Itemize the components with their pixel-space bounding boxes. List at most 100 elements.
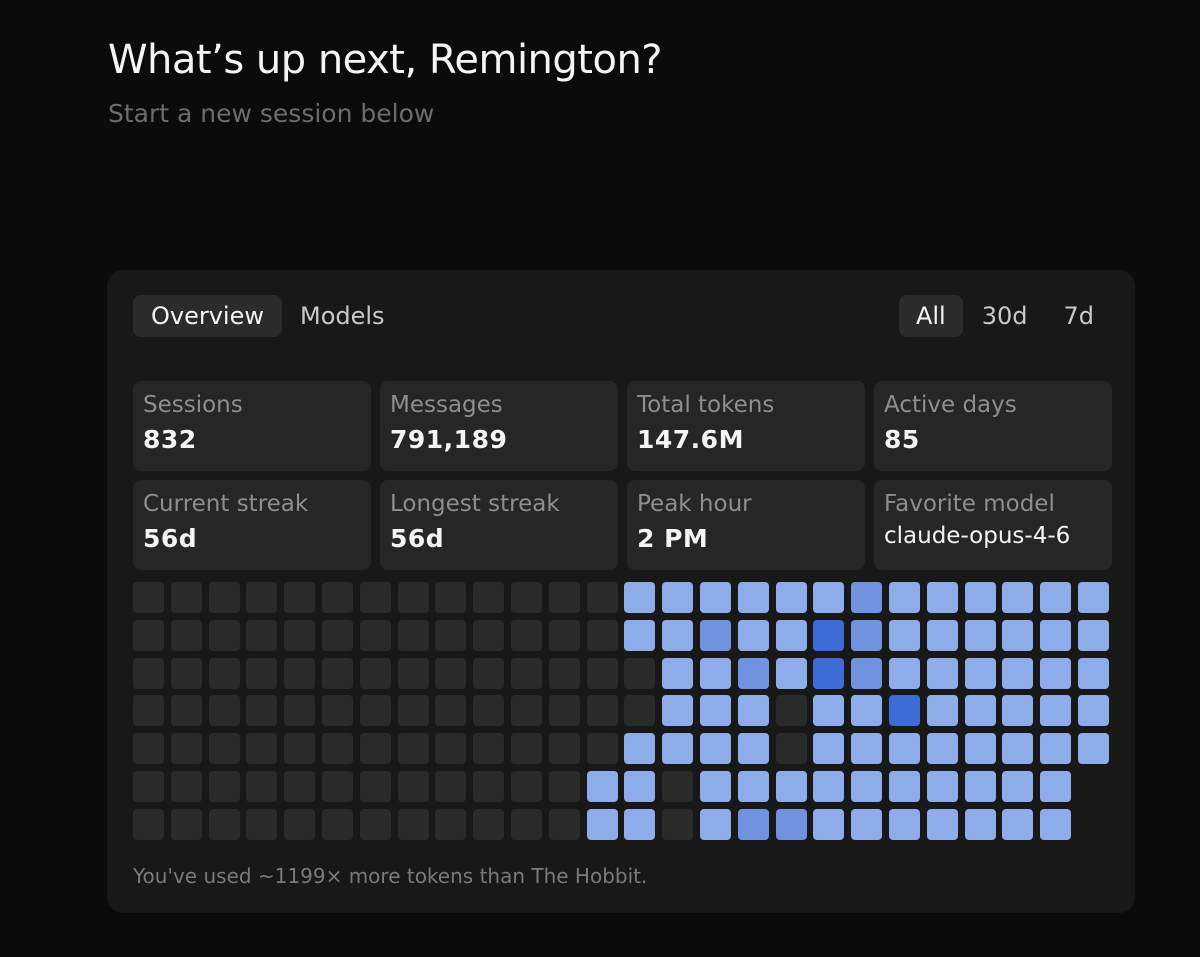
heatmap-cell[interactable] (927, 695, 958, 726)
heatmap-cell[interactable] (1040, 582, 1071, 613)
heatmap-cell[interactable] (776, 695, 807, 726)
heatmap-cell[interactable] (700, 582, 731, 613)
heatmap-cell[interactable] (662, 695, 693, 726)
heatmap-cell[interactable] (360, 809, 391, 840)
heatmap-cell[interactable] (322, 582, 353, 613)
heatmap-cell[interactable] (813, 771, 844, 802)
heatmap-cell[interactable] (1078, 658, 1109, 689)
heatmap-cell[interactable] (927, 809, 958, 840)
heatmap-cell[interactable] (209, 809, 240, 840)
range-7d[interactable]: 7d (1063, 302, 1094, 330)
heatmap-cell[interactable] (246, 771, 277, 802)
heatmap-cell[interactable] (1002, 658, 1033, 689)
heatmap-cell[interactable] (171, 582, 202, 613)
heatmap-cell[interactable] (133, 658, 164, 689)
heatmap-cell[interactable] (322, 620, 353, 651)
heatmap-cell[interactable] (284, 658, 315, 689)
heatmap-cell[interactable] (511, 620, 542, 651)
heatmap-cell[interactable] (284, 809, 315, 840)
heatmap-cell[interactable] (473, 733, 504, 764)
heatmap-cell[interactable] (889, 620, 920, 651)
heatmap-cell[interactable] (624, 695, 655, 726)
heatmap-cell[interactable] (473, 582, 504, 613)
heatmap-cell[interactable] (1078, 695, 1109, 726)
heatmap-cell[interactable] (700, 658, 731, 689)
heatmap-cell[interactable] (889, 582, 920, 613)
heatmap-cell[interactable] (246, 809, 277, 840)
heatmap-cell[interactable] (398, 809, 429, 840)
heatmap-cell[interactable] (965, 582, 996, 613)
heatmap-cell[interactable] (813, 658, 844, 689)
heatmap-cell[interactable] (171, 771, 202, 802)
heatmap-cell[interactable] (776, 771, 807, 802)
heatmap-cell[interactable] (738, 582, 769, 613)
heatmap-cell[interactable] (662, 620, 693, 651)
heatmap-cell[interactable] (284, 620, 315, 651)
heatmap-cell[interactable] (435, 658, 466, 689)
heatmap-cell[interactable] (549, 809, 580, 840)
heatmap-cell[interactable] (927, 658, 958, 689)
heatmap-cell[interactable] (1040, 809, 1071, 840)
heatmap-cell[interactable] (813, 809, 844, 840)
heatmap-cell[interactable] (398, 733, 429, 764)
heatmap-cell[interactable] (927, 733, 958, 764)
heatmap-cell[interactable] (133, 695, 164, 726)
heatmap-cell[interactable] (511, 771, 542, 802)
heatmap-cell[interactable] (171, 658, 202, 689)
heatmap-cell[interactable] (284, 771, 315, 802)
heatmap-cell[interactable] (398, 771, 429, 802)
heatmap-cell[interactable] (851, 620, 882, 651)
heatmap-cell[interactable] (549, 582, 580, 613)
heatmap-cell[interactable] (360, 658, 391, 689)
heatmap-cell[interactable] (473, 809, 504, 840)
heatmap-cell[interactable] (435, 695, 466, 726)
heatmap-cell[interactable] (662, 582, 693, 613)
heatmap-cell[interactable] (1040, 771, 1071, 802)
heatmap-cell[interactable] (662, 658, 693, 689)
heatmap-cell[interactable] (1002, 582, 1033, 613)
heatmap-cell[interactable] (851, 582, 882, 613)
heatmap-cell[interactable] (889, 695, 920, 726)
heatmap-cell[interactable] (965, 658, 996, 689)
heatmap-cell[interactable] (284, 733, 315, 764)
heatmap-cell[interactable] (549, 733, 580, 764)
heatmap-cell[interactable] (360, 733, 391, 764)
heatmap-cell[interactable] (1040, 658, 1071, 689)
heatmap-cell[interactable] (209, 733, 240, 764)
tab-overview[interactable]: Overview (133, 295, 282, 337)
heatmap-cell[interactable] (360, 695, 391, 726)
heatmap-cell[interactable] (889, 771, 920, 802)
heatmap-cell[interactable] (246, 620, 277, 651)
heatmap-cell[interactable] (1002, 809, 1033, 840)
heatmap-cell[interactable] (549, 620, 580, 651)
heatmap-cell[interactable] (398, 658, 429, 689)
heatmap-cell[interactable] (398, 695, 429, 726)
heatmap-cell[interactable] (587, 809, 618, 840)
heatmap-cell[interactable] (246, 582, 277, 613)
heatmap-cell[interactable] (851, 771, 882, 802)
heatmap-cell[interactable] (965, 771, 996, 802)
heatmap-cell[interactable] (927, 582, 958, 613)
heatmap-cell[interactable] (813, 620, 844, 651)
heatmap-cell[interactable] (360, 620, 391, 651)
heatmap-cell[interactable] (624, 658, 655, 689)
heatmap-cell[interactable] (549, 771, 580, 802)
heatmap-cell[interactable] (965, 695, 996, 726)
heatmap-cell[interactable] (700, 695, 731, 726)
heatmap-cell[interactable] (738, 771, 769, 802)
heatmap-cell[interactable] (209, 582, 240, 613)
heatmap-cell[interactable] (435, 809, 466, 840)
heatmap-cell[interactable] (851, 695, 882, 726)
heatmap-cell[interactable] (587, 582, 618, 613)
heatmap-cell[interactable] (1078, 733, 1109, 764)
heatmap-cell[interactable] (473, 658, 504, 689)
heatmap-cell[interactable] (587, 658, 618, 689)
heatmap-cell[interactable] (171, 695, 202, 726)
heatmap-cell[interactable] (776, 582, 807, 613)
heatmap-cell[interactable] (473, 620, 504, 651)
heatmap-cell[interactable] (776, 620, 807, 651)
heatmap-cell[interactable] (1040, 733, 1071, 764)
heatmap-cell[interactable] (965, 620, 996, 651)
heatmap-cell[interactable] (851, 658, 882, 689)
heatmap-cell[interactable] (435, 582, 466, 613)
